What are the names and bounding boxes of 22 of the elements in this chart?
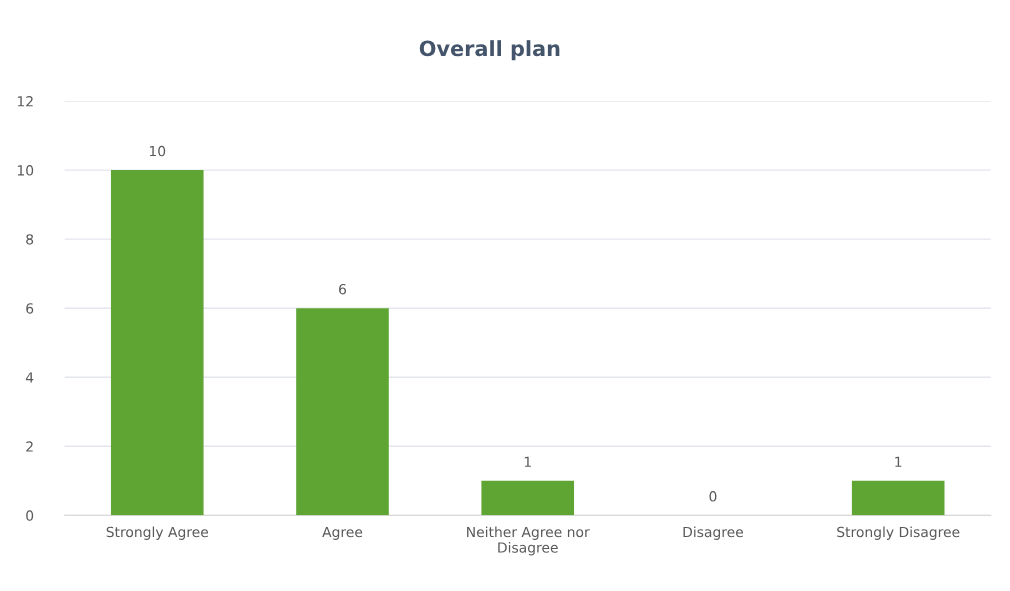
y-tick-label: 2 [26,441,33,452]
data-label: 1 [895,456,902,467]
chart-title: Overall plan [419,40,560,61]
x-tick-label: Neither Agree nor Disagree [467,526,590,556]
data-label: 0 [709,491,717,502]
bar [296,308,389,516]
x-tick-label: Strongly Agree [106,526,209,540]
data-label: 10 [149,145,166,157]
y-tick-label: 4 [25,372,34,383]
data-label: 1 [524,456,531,467]
y-tick-label: 8 [26,234,34,245]
bar [851,480,945,516]
x-tick-label: Strongly Disagree [837,526,960,540]
y-tick-label: 6 [26,303,34,314]
data-label: 6 [339,283,347,295]
y-tick-label: 0 [26,510,34,521]
x-tick-label: Agree [322,526,363,540]
bar [481,480,575,516]
y-tick-label: 12 [17,96,33,107]
y-tick-label: 10 [17,165,34,176]
x-tick-label: Disagree [683,526,744,540]
bar [110,170,204,516]
